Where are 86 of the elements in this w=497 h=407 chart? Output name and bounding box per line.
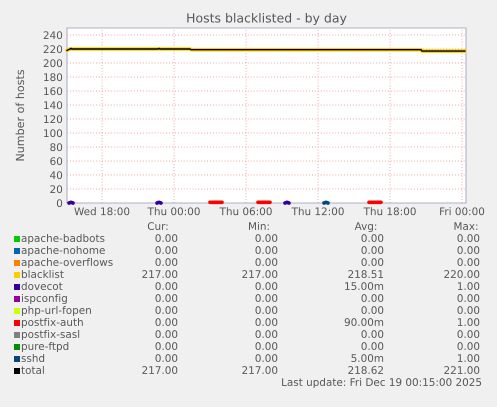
y-tick-label: 0 [56, 199, 62, 208]
y-tick-label: 100 [44, 129, 62, 138]
legend-label: apache-overflows [22, 258, 113, 268]
text: 220.00 [444, 270, 480, 278]
text: 0.00 [155, 330, 178, 338]
y-tick-label: 220 [44, 45, 62, 54]
y-tick-label: 40 [50, 171, 62, 180]
text: 0.00 [155, 258, 178, 266]
text: 0.00 [155, 354, 178, 362]
text: 0.00 [361, 342, 384, 350]
x-tick-label: Thu 12:00 [292, 207, 344, 216]
text: 0.00 [457, 234, 480, 242]
text: 0.00 [255, 294, 278, 302]
text: 0.00 [155, 282, 178, 290]
text: 0.00 [255, 354, 278, 362]
text: 217.00 [242, 270, 278, 278]
text: 0.00 [255, 330, 278, 338]
y-tick-label: 160 [44, 87, 62, 96]
text: 0.00 [155, 306, 178, 314]
text: 217.00 [242, 366, 278, 374]
text: 0.00 [255, 318, 278, 326]
text: 0.00 [457, 258, 480, 266]
text: 0.00 [155, 246, 178, 254]
text: Max: [454, 222, 478, 230]
text: 90.00m [344, 318, 384, 326]
text: 0.00 [457, 330, 480, 338]
chart-title: Hosts blacklisted - by day [187, 12, 347, 26]
x-tick-label: Wed 18:00 [74, 207, 130, 216]
legend-label: pure-ftpd [22, 342, 68, 352]
text: 0.00 [361, 306, 384, 314]
text: 0.00 [155, 318, 178, 326]
legend-label: postfix-auth [22, 318, 83, 328]
y-axis-title: Number of hosts [16, 70, 24, 160]
text: 15.00m [345, 282, 384, 290]
text: 218.62 [348, 366, 383, 374]
x-tick-label: Thu 06:00 [220, 207, 272, 216]
legend-label: apache-nohome [22, 246, 105, 256]
text: 0.00 [361, 234, 384, 242]
text: Last update: Fri Dec 19 00:15:00 2025 [282, 378, 482, 388]
y-tick-label: 200 [44, 59, 62, 68]
text: Cur: [148, 222, 168, 230]
text: Min: [249, 222, 269, 230]
y-tick-label: 240 [44, 31, 62, 40]
text: 0.00 [155, 234, 178, 242]
text: 221.00 [444, 366, 480, 374]
text: 0.00 [255, 234, 278, 242]
text: 0.00 [361, 258, 384, 266]
text: 0.00 [361, 294, 384, 302]
text: 0.00 [155, 294, 178, 302]
legend-label: dovecot [22, 282, 62, 290]
text: 0.00 [457, 342, 480, 350]
y-tick-label: 60 [50, 157, 62, 166]
text: 1.00 [458, 318, 480, 326]
legend-label: total [21, 366, 44, 374]
text: 0.00 [255, 342, 278, 350]
text: 0.00 [361, 330, 384, 338]
y-tick-label: 120 [44, 115, 62, 124]
legend-label: ispconfig [22, 294, 67, 304]
legend-label: php-url-fopen [22, 306, 91, 316]
text: Avg: [354, 222, 376, 232]
text: 1.00 [458, 282, 480, 290]
text: 0.00 [361, 246, 384, 254]
legend-label: postfix-sasl [22, 330, 80, 340]
x-tick-label: Thu 00:00 [148, 207, 200, 216]
text: 0.00 [255, 282, 278, 290]
text: 0.00 [457, 246, 480, 254]
legend-label: blacklist [22, 270, 64, 278]
y-tick-label: 20 [50, 185, 62, 194]
legend-label: sshd [22, 354, 44, 362]
text: 217.00 [142, 366, 178, 374]
text: 5.00m [351, 354, 384, 362]
text: 0.00 [155, 342, 178, 350]
text: 0.00 [457, 306, 480, 314]
text: 217.00 [142, 270, 178, 278]
text: 0.00 [457, 294, 480, 302]
text: 218.51 [348, 270, 384, 278]
x-tick-label: Thu 18:00 [364, 207, 416, 216]
text: 0.00 [255, 246, 278, 254]
x-tick-label: Fri 00:00 [440, 207, 484, 216]
y-tick-label: 80 [50, 143, 62, 152]
legend-label: apache-badbots [22, 234, 104, 244]
text: 1.00 [458, 354, 480, 362]
text: 0.00 [255, 306, 278, 314]
text: 0.00 [255, 258, 278, 266]
y-tick-label: 180 [44, 73, 62, 82]
y-tick-label: 140 [44, 101, 62, 110]
